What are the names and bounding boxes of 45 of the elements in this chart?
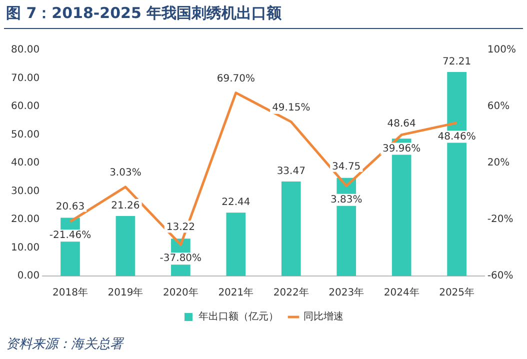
x-tick-label: 2021年 [218,286,254,299]
bar [281,181,301,276]
x-tick-label: 2024年 [384,286,420,299]
data-label: -21.46% [49,230,92,242]
data-label: 3.83% [330,194,362,206]
y2-tick-label: 100% [487,44,516,56]
x-tick-label: 2022年 [273,286,309,299]
data-label: 22.44 [222,197,250,208]
y-tick-label: 70.00 [10,72,40,84]
x-tick-label: 2018年 [52,286,88,299]
y-tick-label: 20.00 [10,214,40,226]
y2-tick-label: 60% [487,101,510,112]
data-label: 21.26 [111,200,140,212]
data-label: 34.75 [332,161,361,172]
y2-tick-label: 20% [487,158,510,169]
legend-label: 同比增速 [304,310,344,323]
y-tick-label: 10.00 [10,242,40,254]
y-tick-label: 80.00 [10,44,40,56]
data-label: -37.80% [160,253,202,264]
x-tick-label: 2025年 [439,286,475,299]
legend-label: 年出口额（亿元） [198,310,278,323]
data-label: 33.47 [276,166,306,178]
data-label: 3.03% [110,168,142,179]
text: 资料来源：海关总署 [6,336,123,353]
y-tick-label: 30.00 [10,186,40,197]
y-tick-label: 0.00 [17,270,40,282]
x-tick-label: 2023年 [328,286,364,299]
y-tick-label: 50.00 [10,129,40,140]
data-label: 13.22 [166,222,196,234]
data-label: 48.46% [438,131,476,142]
data-label: 39.96% [382,143,421,154]
y-tick-label: 60.00 [10,101,40,112]
x-tick-label: 2019年 [108,286,144,299]
data-label: 49.15% [272,102,310,114]
bar [116,216,136,276]
bar [226,212,246,276]
data-label: 48.64 [387,118,416,130]
data-label: 72.21 [442,56,472,68]
y-tick-label: 40.00 [10,158,40,169]
chart-title: 图 7：2018-2025 年我国刺绣机出口额 [6,4,282,23]
y2-tick-label: -60% [487,270,514,282]
y2-tick-label: -20% [487,214,514,226]
data-label: 20.63 [56,201,85,212]
x-tick-label: 2020年 [162,286,198,299]
data-label: 69.70% [216,73,255,84]
